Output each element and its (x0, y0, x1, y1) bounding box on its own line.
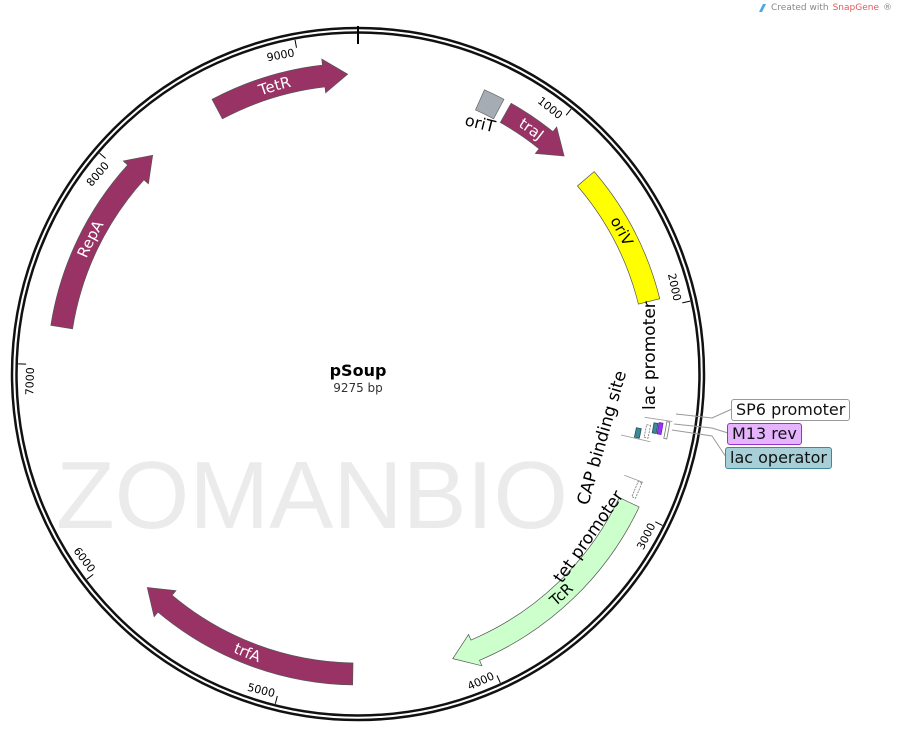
tick-mark (294, 39, 297, 48)
leader-cap-site (620, 434, 651, 443)
leader-lac-promoter (644, 416, 673, 422)
watermark: ZOMANBIO (56, 442, 568, 549)
tick-mark (682, 300, 691, 304)
feature-repa[interactable] (50, 154, 154, 330)
tick-mark (86, 573, 94, 580)
leader-tet-promoter (624, 474, 644, 483)
credit-brand: SnapGene (832, 3, 879, 13)
plasmid-size: 9275 bp (333, 381, 383, 395)
feature-lac-operator-2[interactable] (633, 427, 642, 439)
callout-leaders (671, 408, 733, 458)
tick-mark (655, 521, 663, 526)
callout-sp6-promoter[interactable]: SP6 promoter (731, 399, 851, 421)
feature-lac-operator-1[interactable] (651, 422, 659, 435)
credit-prefix: Created with (771, 3, 829, 13)
small-features (620, 416, 673, 499)
tick-label: 7000 (23, 367, 37, 395)
feature-m13-rev[interactable] (656, 422, 664, 436)
feature-orit[interactable] (475, 89, 505, 120)
feature-sp6-promoter[interactable] (663, 421, 671, 440)
feature-tet-promoter[interactable] (631, 481, 643, 499)
tick-mark (496, 675, 501, 683)
callout-lac-operator[interactable]: lac operator (725, 447, 832, 469)
feature-trfa[interactable] (146, 587, 354, 686)
label-lac-promoter: lac promoter (640, 301, 660, 410)
feature-lac-promoter[interactable] (643, 424, 651, 439)
tick-label: 9000 (266, 46, 296, 64)
label-cap-binding-site: CAP binding site (574, 369, 631, 508)
snapgene-logo-icon (759, 4, 767, 12)
feature-tcr[interactable] (452, 497, 640, 667)
feature-traj[interactable] (499, 102, 565, 157)
snapgene-credit: Created with SnapGene ® (758, 3, 892, 13)
feature-tetr[interactable] (211, 58, 349, 120)
plasmid-name: pSoup (330, 361, 387, 380)
tick-mark (274, 695, 278, 704)
tick-label: 2000 (665, 272, 684, 302)
tick-mark (99, 152, 106, 159)
tick-label: 3000 (634, 521, 658, 552)
callout-m13-rev[interactable]: M13 rev (727, 423, 802, 445)
credit-suffix: ® (883, 3, 892, 13)
tick-mark (565, 108, 572, 116)
feature-oriv[interactable] (576, 171, 661, 305)
